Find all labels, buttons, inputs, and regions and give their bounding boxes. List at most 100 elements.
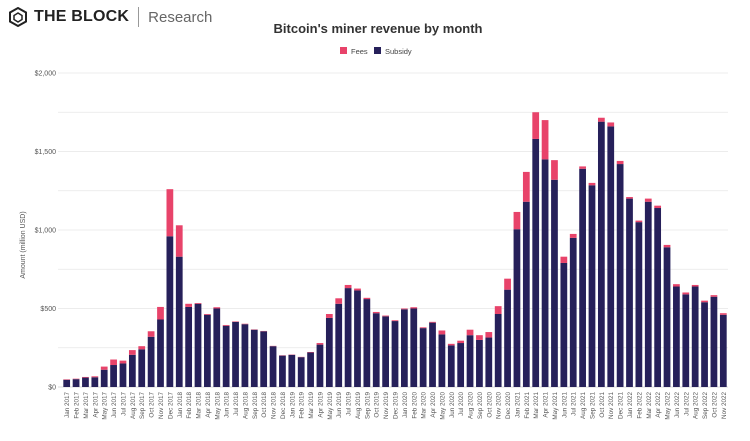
bar-fees — [701, 300, 708, 303]
bar-fees — [128, 350, 136, 355]
x-tick-label: Jan 2020 — [402, 392, 409, 418]
bar-fees — [429, 321, 436, 323]
bar-fees — [579, 166, 586, 169]
bar-subsidy — [185, 306, 193, 387]
bar-subsidy — [128, 354, 136, 387]
bar-subsidy — [250, 329, 258, 387]
x-tick-label: Apr 2021 — [543, 392, 550, 418]
bar-fees — [157, 306, 164, 320]
x-tick-label: Feb 2018 — [186, 392, 193, 419]
bar-subsidy — [110, 365, 117, 387]
bar-fees — [476, 335, 483, 340]
bar-subsidy — [147, 336, 155, 387]
y-tick-label: $0 — [48, 385, 56, 392]
bar-fees — [438, 330, 446, 335]
bar-subsidy — [63, 379, 71, 387]
bar-fees — [560, 256, 568, 263]
bar-fees — [719, 313, 727, 315]
x-tick-label: Sep 2019 — [364, 392, 371, 419]
bar-subsidy — [494, 313, 502, 387]
bar-fees — [494, 306, 502, 314]
x-tick-label: Sep 2018 — [252, 392, 259, 419]
x-tick-label: Feb 2017 — [74, 392, 81, 419]
x-tick-label: Feb 2022 — [636, 392, 643, 419]
bar-subsidy — [232, 321, 239, 387]
x-tick-label: Apr 2019 — [317, 392, 324, 418]
bar-fees — [635, 220, 643, 223]
bar-subsidy — [616, 164, 624, 387]
bar-subsidy — [504, 289, 511, 387]
bar-subsidy — [260, 331, 268, 387]
bar-fees — [213, 307, 221, 309]
x-tick-label: Sep 2020 — [477, 392, 484, 419]
bar-subsidy — [701, 302, 708, 387]
x-tick-label: Nov 2020 — [496, 392, 503, 419]
bar-fees — [588, 182, 596, 186]
bar-fees — [710, 295, 718, 297]
bar-fees — [504, 278, 511, 290]
x-tick-label: Apr 2020 — [430, 392, 437, 418]
bar-subsidy — [372, 313, 380, 387]
legend-fees-swatch — [340, 47, 347, 54]
x-tick-label: Oct 2020 — [486, 392, 493, 418]
x-tick-label: Jul 2021 — [571, 392, 578, 416]
bar-subsidy — [166, 236, 174, 387]
legend-subsidy-label: Subsidy — [385, 47, 412, 56]
x-tick-label: Mar 2021 — [533, 392, 540, 419]
x-tick-label: Dec 2021 — [618, 392, 625, 419]
bar-subsidy — [335, 303, 343, 387]
x-tick-label: May 2020 — [439, 392, 446, 420]
bar-subsidy — [719, 314, 727, 387]
bar-subsidy — [429, 322, 436, 387]
x-tick-label: Aug 2020 — [468, 392, 475, 419]
bar-subsidy — [72, 379, 80, 387]
x-tick-label: May 2019 — [327, 392, 334, 420]
bar-subsidy — [663, 247, 671, 387]
bar-subsidy — [551, 179, 558, 387]
bar-fees — [597, 117, 605, 122]
bar-fees — [372, 311, 380, 314]
bar-fees — [316, 343, 324, 345]
x-tick-label: Jan 2022 — [627, 392, 634, 418]
bar-fees — [175, 225, 183, 257]
bar-subsidy — [194, 303, 202, 387]
bar-fees — [325, 313, 333, 318]
x-tick-label: Dec 2017 — [167, 392, 174, 419]
bar-subsidy — [541, 159, 549, 387]
bar-fees — [110, 359, 117, 366]
x-tick-label: Jun 2017 — [111, 392, 118, 418]
x-tick-label: Feb 2019 — [299, 392, 306, 419]
x-tick-label: Oct 2019 — [374, 392, 381, 418]
bar-fees — [663, 244, 671, 248]
x-tick-label: Aug 2019 — [355, 392, 362, 419]
x-tick-label: Aug 2017 — [130, 392, 137, 419]
x-tick-label: Mar 2018 — [196, 392, 203, 419]
bar-subsidy — [532, 138, 540, 387]
bar-subsidy — [597, 121, 605, 388]
x-tick-label: Aug 2022 — [693, 392, 700, 419]
y-tick-label: $500 — [40, 306, 56, 313]
x-tick-label: Jul 2018 — [233, 392, 240, 416]
bar-subsidy — [522, 201, 530, 387]
bar-subsidy — [457, 343, 465, 387]
bar-subsidy — [354, 290, 361, 387]
brand-sub: Research — [148, 8, 213, 26]
bar-subsidy — [635, 222, 643, 387]
bar-subsidy — [344, 288, 352, 387]
chart-title: Bitcoin's miner revenue by month — [274, 21, 483, 36]
bar-subsidy — [588, 185, 596, 387]
bar-fees — [541, 120, 549, 160]
bar-subsidy — [213, 308, 221, 387]
bar-subsidy — [644, 201, 652, 387]
bar-fees — [119, 360, 127, 364]
x-tick-label: Sep 2021 — [589, 392, 596, 419]
bar-fees — [391, 320, 399, 322]
bar-fees — [447, 343, 455, 346]
bar-fees — [616, 160, 624, 165]
bar-subsidy — [485, 337, 493, 387]
x-tick-label: Nov 2017 — [158, 392, 165, 419]
bar-fees — [100, 366, 108, 370]
bar-subsidy — [569, 237, 577, 387]
legend-fees-label: Fees — [351, 47, 368, 56]
bar-subsidy — [579, 168, 586, 387]
